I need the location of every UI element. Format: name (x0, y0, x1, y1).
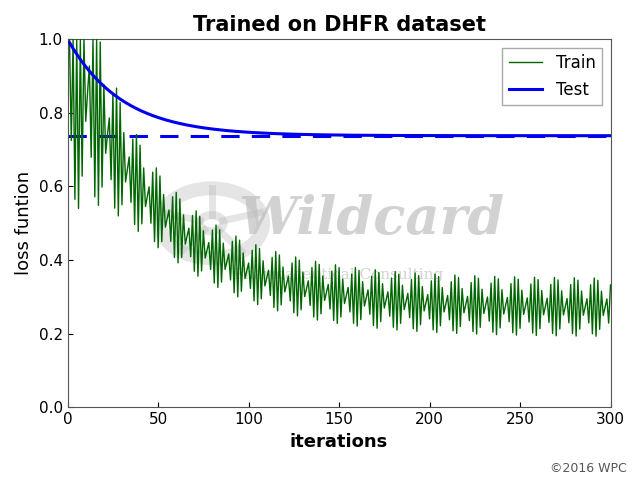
Train (66, 36, 74, 42)
Train (386, 313, 394, 319)
Text: Wildcard: Wildcard (239, 194, 505, 245)
Train (556, 326, 564, 332)
Text: ©2016 WPC: ©2016 WPC (550, 462, 627, 475)
Text: Pharmaceutical Consulting: Pharmaceutical Consulting (234, 268, 444, 282)
Train (592, 333, 600, 339)
Train (388, 275, 396, 281)
Test (67, 43, 75, 48)
Test (556, 133, 564, 139)
Test (607, 133, 614, 139)
X-axis label: iterations: iterations (290, 432, 388, 451)
Test (386, 132, 394, 138)
Train (67, 138, 75, 144)
Train (607, 282, 614, 288)
Test (66, 40, 74, 46)
Test (522, 133, 529, 139)
Train (397, 321, 404, 326)
Test (388, 132, 396, 138)
Train (522, 303, 529, 309)
Line: Test: Test (70, 43, 611, 136)
Test (397, 132, 404, 138)
Y-axis label: loss funtion: loss funtion (15, 171, 33, 276)
Title: Trained on DHFR dataset: Trained on DHFR dataset (193, 15, 486, 35)
Line: Train: Train (70, 39, 611, 336)
Legend: Train, Test: Train, Test (502, 48, 602, 105)
